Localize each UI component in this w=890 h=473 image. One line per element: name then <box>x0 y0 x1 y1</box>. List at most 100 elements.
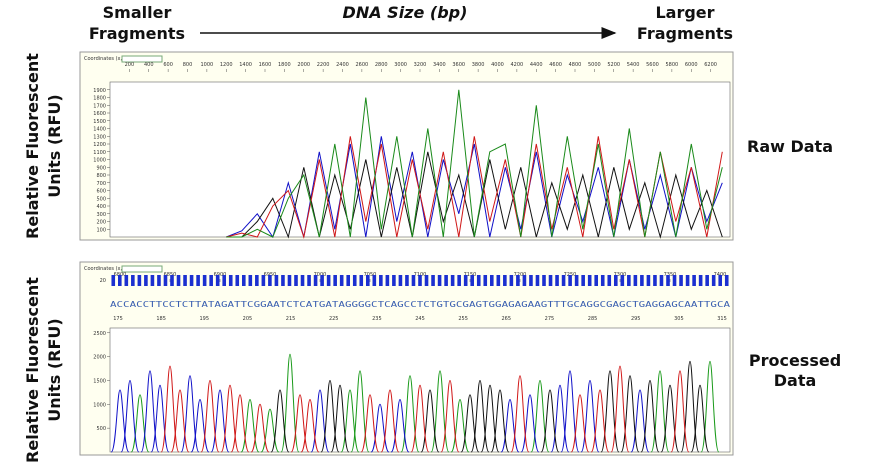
peak <box>610 365 630 453</box>
quality-bar <box>313 275 318 286</box>
quality-bar <box>163 275 168 286</box>
quality-bar <box>548 275 553 286</box>
peak <box>370 403 390 453</box>
quality-bar <box>679 275 683 286</box>
quality-bar <box>307 275 311 286</box>
peak <box>170 389 190 453</box>
base-tick-label: 195 <box>200 316 210 322</box>
left-label: Smaller <box>103 3 172 22</box>
sequence: ACCACCTTCCTCTTATAGATTCGGAATCTCATGATAGGGG… <box>110 300 730 309</box>
peak <box>330 384 350 453</box>
y-tick-label: 100 <box>96 227 106 233</box>
quality-bar <box>724 275 729 286</box>
peak <box>490 389 510 453</box>
quality-bar <box>215 275 220 286</box>
quality-bar <box>594 275 599 286</box>
base-tick-label: 275 <box>545 316 555 322</box>
x-tick-label: 6200 <box>704 62 717 68</box>
left-label: Fragments <box>89 24 185 43</box>
y-tick-label: 200 <box>96 220 106 226</box>
x-tick-label: 4600 <box>549 62 562 68</box>
axis-title: DNA Size (bp) <box>343 3 468 22</box>
trace <box>226 136 723 239</box>
x-tick-label: 6900 <box>214 272 227 278</box>
peak <box>110 389 130 453</box>
y-axis-label: Units (RFU) <box>45 318 64 421</box>
quality-bar <box>516 275 520 286</box>
quality-bar <box>640 275 644 286</box>
peak <box>620 375 640 453</box>
quality-bar <box>372 275 377 286</box>
base-tick-label: 205 <box>243 316 253 322</box>
x-tick-label: 200 <box>125 62 135 68</box>
y-tick-label: 1000 <box>93 158 106 164</box>
peak <box>590 389 610 453</box>
y-tick-label: 1300 <box>93 134 106 140</box>
peak <box>380 389 400 453</box>
quality-bar <box>124 275 129 286</box>
quality-bar <box>581 275 585 286</box>
quality-bar <box>157 275 161 286</box>
quality-bar <box>176 275 181 286</box>
y-tick-label: 2000 <box>93 355 106 361</box>
peak <box>510 375 530 453</box>
y-tick-label: 1400 <box>93 127 106 133</box>
coordinates-label: Coordinates (x,y) <box>84 266 127 272</box>
x-tick-label: 6000 <box>685 62 698 68</box>
y-tick-label: 700 <box>96 181 106 187</box>
x-tick-label: 3800 <box>472 62 485 68</box>
y-tick-label: 1900 <box>93 88 106 94</box>
x-tick-label: 4000 <box>491 62 504 68</box>
y-tick-label: 1500 <box>93 119 106 125</box>
quality-bar <box>444 275 448 286</box>
peak <box>210 389 230 453</box>
peak <box>270 389 290 453</box>
peak <box>420 389 440 453</box>
quality-bar <box>483 275 488 286</box>
x-tick-label: 5800 <box>666 62 679 68</box>
x-tick-label: 3200 <box>414 62 427 68</box>
trace <box>226 89 723 238</box>
y-tick-label: 1800 <box>93 96 106 102</box>
quality-bar <box>542 275 546 286</box>
quality-bar <box>405 275 409 286</box>
quality-bar <box>248 275 253 286</box>
y-tick-label: 500 <box>96 196 106 202</box>
peak <box>660 384 680 453</box>
quality-bar <box>666 275 670 286</box>
x-tick-label: 2000 <box>297 62 310 68</box>
quality-bar <box>711 275 716 286</box>
quality-bar <box>359 275 364 286</box>
peak <box>500 399 520 453</box>
quality-bar <box>202 275 207 286</box>
coordinates-box <box>121 55 163 63</box>
base-tick-label: 295 <box>631 316 641 322</box>
x-tick-label: 4800 <box>569 62 582 68</box>
x-tick-label: 1200 <box>220 62 233 68</box>
quality-bar <box>294 275 298 286</box>
quality-bar <box>268 275 272 286</box>
panel-label: Raw Data <box>747 137 833 156</box>
base-tick-label: 305 <box>674 316 684 322</box>
quality-bar <box>392 275 396 286</box>
quality-bar <box>144 275 148 286</box>
coordinates-label: Coordinates (x,y) <box>84 56 127 62</box>
quality-tick: 20 <box>100 278 106 284</box>
x-tick-label: 5000 <box>588 62 601 68</box>
y-tick-label: 1000 <box>93 402 106 408</box>
quality-bar <box>281 275 285 286</box>
x-tick-label: 1000 <box>201 62 214 68</box>
quality-bar <box>379 275 383 286</box>
base-tick-label: 315 <box>717 316 727 322</box>
quality-bar <box>574 275 579 286</box>
x-tick-label: 7200 <box>514 272 527 278</box>
base-tick-label: 235 <box>372 316 382 322</box>
y-tick-label: 600 <box>96 189 106 195</box>
peak <box>250 403 270 453</box>
quality-bar <box>300 275 305 286</box>
quality-bar <box>222 275 227 286</box>
peak <box>190 399 210 453</box>
x-tick-label: 3400 <box>433 62 446 68</box>
plot-area <box>109 81 731 238</box>
